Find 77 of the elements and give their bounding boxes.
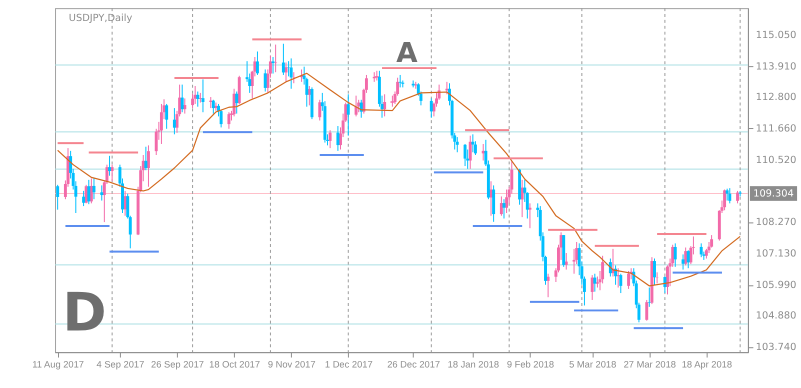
- candlestick: [430, 98, 433, 118]
- y-tick-label: 110.520: [756, 154, 796, 166]
- candlestick: [256, 50, 259, 76]
- candlestick: [292, 72, 296, 84]
- ref-line-label: 109.304: [753, 188, 794, 200]
- candlestick: [227, 112, 230, 130]
- candlestick: [645, 299, 648, 322]
- candlestick: [108, 155, 112, 176]
- candlestick: [290, 58, 293, 90]
- x-tick-label: 5 Mar 2018: [569, 359, 616, 370]
- candlestick: [736, 190, 740, 204]
- candlestick: [56, 184, 60, 210]
- candlestick: [92, 178, 96, 200]
- candlestick: [90, 178, 93, 204]
- candlestick: [82, 190, 86, 207]
- candlestick: [723, 189, 726, 211]
- x-tick-label: 27 Mar 2018: [624, 359, 676, 370]
- candlestick: [180, 84, 184, 113]
- line-series: [57, 72, 741, 286]
- candlestick: [346, 94, 350, 136]
- candlestick: [272, 56, 274, 74]
- candlestick: [144, 146, 148, 171]
- candlestick: [194, 86, 197, 104]
- x-tick-label: 18 Jan 2018: [448, 359, 500, 370]
- candlestick: [84, 184, 88, 204]
- x-tick-label: 9 Nov 2017: [268, 359, 316, 370]
- candlestick: [183, 98, 186, 114]
- candlestick: [172, 108, 176, 135]
- y-tick-label: 112.800: [756, 92, 796, 103]
- candlestick: [374, 70, 379, 81]
- candlestick: [682, 254, 685, 270]
- x-tick-label: 11 Aug 2017: [32, 359, 84, 370]
- candlestick: [700, 242, 703, 258]
- candlestick: [505, 189, 508, 214]
- y-tick-label: 103.740: [756, 342, 796, 354]
- candlestick: [198, 92, 202, 104]
- candlestick: [500, 196, 503, 216]
- candlestick: [212, 99, 215, 114]
- candlestick: [471, 134, 474, 153]
- chart-title: USDJPY,Daily: [68, 12, 132, 24]
- x-tick-label: 1 Dec 2017: [324, 359, 373, 370]
- candlestick: [209, 96, 212, 109]
- candlestick: [502, 198, 506, 220]
- y-tick-label: 115.050: [756, 30, 796, 41]
- x-tick-label: 9 Feb 2018: [506, 359, 554, 370]
- candlestick: [160, 103, 163, 144]
- candlestick: [201, 78, 204, 113]
- candlestick: [282, 43, 285, 76]
- candlestick: [726, 188, 729, 202]
- y-tick-label: 108.270: [756, 217, 796, 228]
- candlestick: [653, 258, 656, 286]
- x-tick-label: 18 Apr 2018: [682, 359, 732, 370]
- candlestick: [235, 91, 238, 114]
- candlestick: [464, 143, 467, 167]
- y-tick-label: 113.910: [756, 61, 796, 72]
- candlestick: [684, 247, 688, 266]
- candlestick: [663, 276, 666, 294]
- candlestick: [456, 136, 459, 153]
- candlestick: [328, 130, 332, 149]
- candlestick: [656, 272, 659, 284]
- candlestick: [590, 274, 594, 300]
- candlestick: [146, 144, 150, 188]
- x-tick-label: 26 Dec 2017: [387, 359, 440, 370]
- x-tick-label: 26 Sep 2017: [151, 359, 204, 370]
- y-tick-label: 104.880: [756, 310, 796, 322]
- candlestick: [357, 99, 360, 113]
- x-tick-label: 18 Oct 2017: [209, 359, 260, 370]
- candlestick: [564, 252, 568, 270]
- candlestick: [336, 126, 340, 152]
- y-tick-label: 111.660: [756, 123, 796, 134]
- y-tick-label: 107.130: [756, 248, 796, 260]
- candlestick: [627, 270, 630, 290]
- y-tick-label: 105.990: [756, 280, 796, 291]
- candlestick: [593, 273, 596, 292]
- candlestick: [165, 103, 168, 130]
- x-tick-label: 4 Sep 2017: [96, 359, 144, 370]
- annotation: A: [396, 37, 418, 70]
